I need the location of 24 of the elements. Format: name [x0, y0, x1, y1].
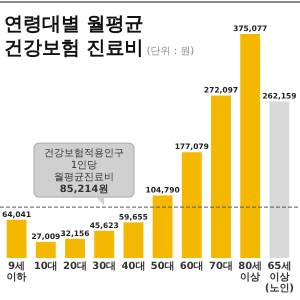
- x-tick-label: 65세 이상 (노인): [264, 261, 294, 294]
- bar: [211, 96, 231, 258]
- x-tick-label: 30대: [92, 261, 116, 272]
- bar: [240, 34, 260, 258]
- x-tick-label: 20대: [63, 261, 87, 272]
- bar: [269, 101, 290, 258]
- bar: [152, 195, 173, 258]
- x-tick-label: 9세 이하: [6, 261, 27, 283]
- ref-line-label: 85,214원: [60, 184, 108, 196]
- x-tick-label: 80세 이상: [238, 261, 262, 283]
- chart-title: 연령대별 월평균 건강보험 진료비: [4, 13, 144, 59]
- x-tick-label: 10대: [34, 261, 58, 272]
- bar: [36, 242, 56, 258]
- bar: [65, 238, 85, 258]
- bar: [123, 222, 144, 258]
- bar: [182, 152, 202, 258]
- text: (단위 : 원): [146, 46, 194, 57]
- x-tick-label: 40대: [121, 261, 146, 272]
- bar: [94, 230, 114, 258]
- bar: [6, 220, 27, 258]
- x-tick-label: 50대: [150, 261, 175, 272]
- x-tick-label: 60대: [180, 261, 204, 272]
- x-tick-label: 70대: [209, 261, 233, 272]
- annotation: 건강보험적용인구 1인당 월평균진료비: [44, 148, 124, 184]
